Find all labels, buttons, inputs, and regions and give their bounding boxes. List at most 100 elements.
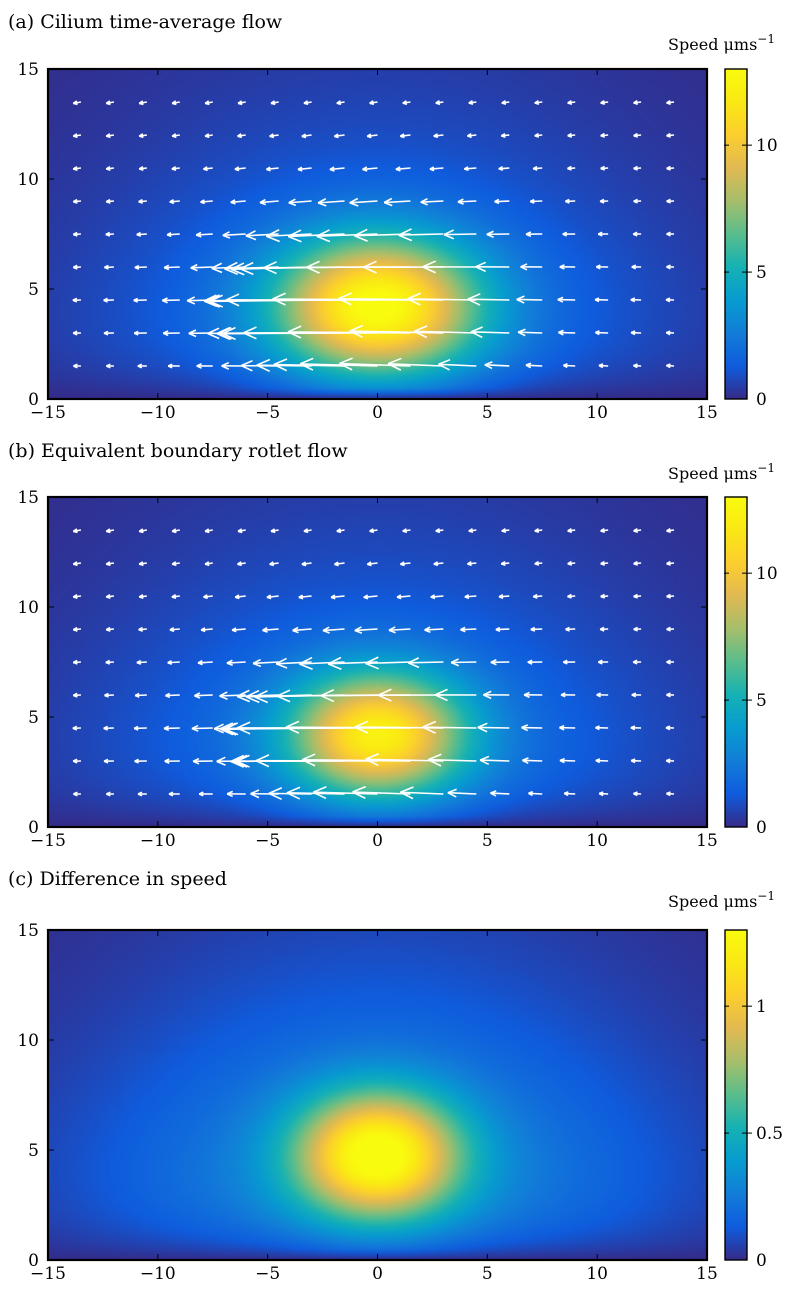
quiver-arrow [567,132,576,138]
colorbar: 0 5 10 Speed μms−1 [668,461,778,838]
quiver-arrow [383,197,411,207]
quiver-arrow [200,199,213,205]
x-tick-label: 5 [482,831,493,851]
y-tick-label: 10 [17,1031,39,1051]
quiver-arrow [72,231,82,237]
quiver-arrow [366,561,378,567]
quiver-arrow [565,626,576,632]
panel-a: (a) Cilium time-average flow−15 −10 −5 0 5 10… [8,11,778,423]
quiver-arrow [494,198,510,205]
quiver-arrow [633,791,642,797]
quiver-arrow [105,528,115,534]
quiver-arrow [365,656,411,670]
panel-b: (b) Equivalent boundary rotlet flow−15 −1… [8,440,778,851]
quiver-arrow [534,132,543,138]
quiver-arrow [477,722,510,733]
x-tick-label: 10 [586,403,608,423]
colorbar: 0 0.5 1 Speed μms−1 [668,889,783,1271]
quiver-arrow [234,594,246,600]
quiver-arrow [204,100,213,106]
quiver-arrow [665,363,675,369]
quiver-arrow [171,165,180,172]
quiver-arrow [138,133,147,139]
quiver-arrow [666,527,675,534]
quiver-arrow [666,264,675,270]
quiver-arrow [171,133,180,139]
quiver-arrow [138,561,147,567]
x-tick-label: 10 [586,831,608,851]
x-tick-label: 15 [696,831,718,851]
quiver-arrow [167,660,180,666]
quiver-arrow [333,133,345,139]
quiver-arrow [197,659,213,666]
x-tick-label: −10 [140,403,176,423]
quiver-arrow [567,165,576,171]
colorbar-title: Speed μms−1 [668,889,775,911]
y-tick-label: 5 [28,1141,39,1161]
x-tick-label: −5 [255,403,280,423]
panel-title: (b) Equivalent boundary rotlet flow [8,440,348,462]
quiver-arrow [407,292,477,306]
quiver-arrow [666,560,675,566]
quiver-arrow [460,626,477,633]
quiver-arrow [369,528,378,534]
colorbar-tick-label: 5 [756,263,767,283]
quiver-arrow [270,528,279,534]
quiver-arrow [450,658,477,667]
quiver-arrow [399,786,444,800]
x-tick-label: −5 [255,831,280,851]
quiver-arrow [72,330,81,336]
quiver-arrow [422,260,477,274]
quiver-arrow [266,166,279,172]
quiver-arrow [563,791,576,797]
quiver-arrow [73,791,81,797]
quiver-arrow [407,657,444,669]
quiver-arrow [520,263,543,271]
quiver-arrow [630,725,642,731]
quiver-arrow [525,362,543,369]
quiver-arrow [339,357,411,371]
x-tick-label: −15 [30,403,66,423]
quiver-arrow [599,198,609,204]
quiver-arrow [402,100,411,106]
quiver-arrow [171,528,180,534]
quiver-arrow [203,594,213,600]
quiver-arrow [275,657,312,669]
quiver-arrow [633,165,642,171]
quiver-arrow [191,724,213,732]
quiver-arrow [297,166,312,172]
quiver-arrow [168,791,180,797]
y-tick-label: 15 [17,921,39,941]
quiver-arrow [138,100,147,106]
quiver-arrow [633,626,642,632]
quiver-arrow [134,692,147,698]
quiver-arrow [666,99,675,106]
quiver-arrow [632,231,642,237]
colorbar-title-text: Speed μms [668,464,757,483]
quiver-arrow [299,357,378,371]
quiver-arrow [665,791,675,797]
quiver-arrow [72,593,82,599]
quiver-arrow [73,363,81,369]
quiver-arrow [422,720,477,734]
quiver-arrow [666,659,675,665]
x-tick-label: −5 [255,1264,280,1284]
quiver-arrow [330,594,345,600]
quiver-arrow [665,758,675,764]
quiver-arrow [266,229,312,243]
colorbar-gradient [724,496,748,828]
panel-c: (c) Difference in speed−15 −10 −5 0 5 10 15051… [8,868,783,1284]
x-tick-label: 10 [586,1264,608,1284]
x-tick-label: 0 [372,831,383,851]
quiver-arrow [230,199,246,205]
quiver-arrow [596,692,609,698]
quiver-arrow [72,100,82,106]
x-tick-label: 5 [482,1264,493,1284]
x-tick-label: −15 [30,831,66,851]
y-tick-label: 10 [17,170,39,190]
quiver-arrow [666,198,675,204]
quiver-arrow [666,593,675,599]
quiver-arrow [134,264,147,270]
quiver-arrow [316,229,378,243]
quiver-arrow [136,231,147,237]
